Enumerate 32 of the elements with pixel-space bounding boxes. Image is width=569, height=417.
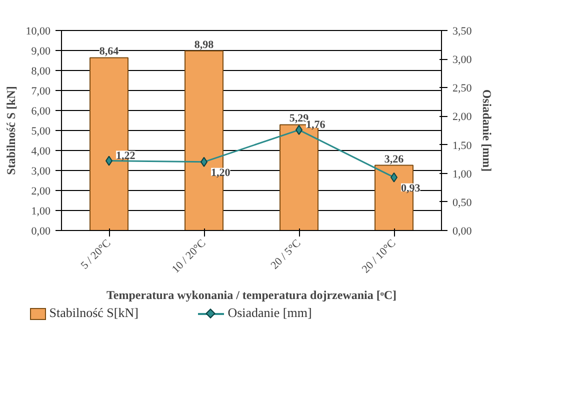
y2-tick-label: 0,50 (452, 196, 472, 209)
data-label: 1,22 (116, 150, 136, 162)
data-label: 8,64 (99, 46, 120, 58)
y2-tick-label: 2,00 (452, 111, 472, 124)
y-axis-title: Stabilność S [kN] (4, 86, 18, 175)
y-tick-label: 7,00 (31, 86, 51, 98)
y-tick-label: 4,00 (31, 146, 51, 158)
y2-tick-label: 1,50 (452, 140, 472, 152)
legend-label: Osiadanie [mm] (228, 305, 312, 320)
data-label: 0,93 (401, 182, 421, 194)
y2-tick-label: 0,00 (452, 226, 472, 238)
y2-tick-label: 3,00 (452, 54, 472, 66)
data-label: 1,76 (306, 118, 326, 131)
y-tick-label: 2,00 (31, 186, 51, 198)
legend-label: Stabilność S[kN] (49, 305, 138, 320)
y-tick-label: 9,00 (31, 46, 51, 58)
y-tick-label: 5,00 (31, 126, 51, 138)
data-label: 1,20 (211, 166, 231, 179)
x-tick-label: 20 / 5°C (268, 237, 304, 272)
y2-tick-label: 2,50 (452, 82, 472, 95)
y-tick-label: 6,00 (31, 106, 51, 118)
y-tick-label: 0,00 (31, 226, 51, 238)
y2-tick-label: 1,00 (452, 168, 472, 180)
x-axis-title: Temperatura wykonania / temperatura dojrzewania [ᵒC] (106, 288, 396, 302)
y2-axis-title: Osiadanie [mm] (480, 89, 494, 172)
y-tick-label: 1,00 (31, 206, 51, 218)
y-tick-label: 10,00 (26, 26, 51, 38)
y-tick-label: 8,00 (31, 66, 51, 78)
data-label: 3,26 (384, 153, 404, 166)
y2-tick-label: 3,50 (452, 26, 472, 38)
y-tick-label: 3,00 (31, 166, 51, 178)
data-label: 8,98 (194, 38, 214, 51)
